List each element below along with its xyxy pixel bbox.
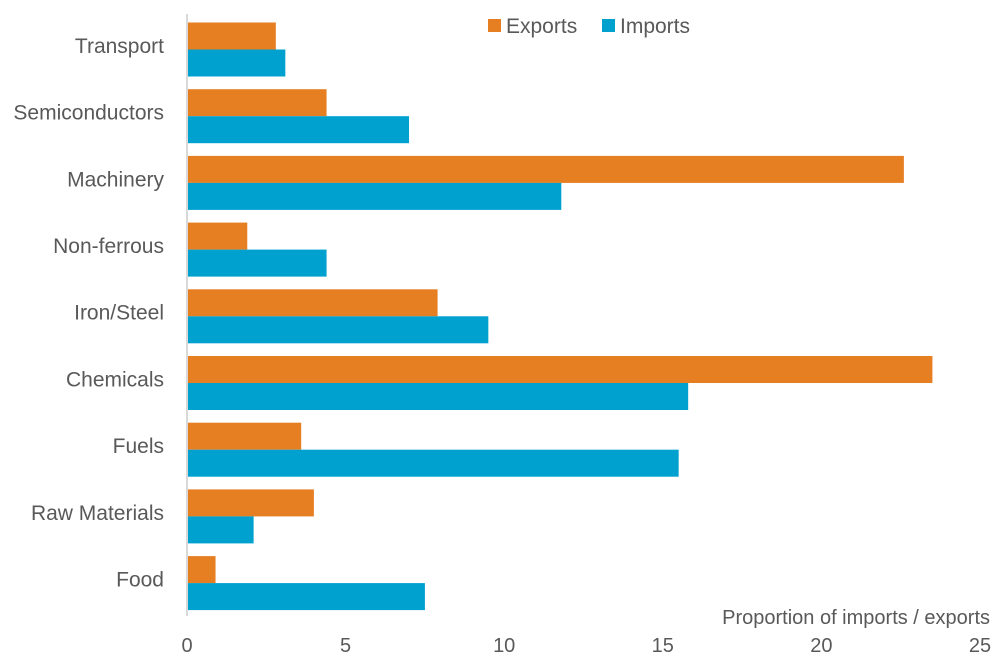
bar-exports-raw-materials <box>187 489 314 517</box>
category-label-non-ferrous: Non-ferrous <box>53 235 164 258</box>
bar-imports-machinery <box>187 182 562 210</box>
category-labels: Transport Semiconductors Machinery Non-ferr… <box>13 35 164 592</box>
category-label-iron-steel: Iron/Steel <box>74 302 164 325</box>
category-label-machinery: Machinery <box>67 168 164 191</box>
bar-exports-chemicals <box>187 356 933 383</box>
category-label-chemicals: Chemicals <box>66 368 164 391</box>
x-tick-label-5: 5 <box>340 635 351 657</box>
legend-swatch-exports <box>488 19 501 32</box>
category-label-food: Food <box>116 568 164 591</box>
x-tick-label-0: 0 <box>181 635 192 657</box>
bar-exports-food <box>187 556 216 584</box>
legend-swatch-imports <box>602 19 615 32</box>
bar-exports-iron-steel <box>187 289 438 317</box>
bar-imports-semiconductors <box>187 116 410 144</box>
legend: Exports Imports <box>488 15 690 38</box>
category-label-fuels: Fuels <box>113 435 164 458</box>
bar-imports-transport <box>187 49 286 77</box>
x-axis-label: Proportion of imports / exports <box>722 607 990 629</box>
bar-exports-semiconductors <box>187 89 327 117</box>
bar-exports-machinery <box>187 155 904 183</box>
x-tick-label-20: 20 <box>810 635 832 657</box>
x-tick-label-10: 10 <box>493 635 515 657</box>
bar-imports-food <box>187 583 425 611</box>
category-label-raw-materials: Raw Materials <box>31 502 164 525</box>
bar-imports-iron-steel <box>187 316 489 344</box>
bar-exports-non-ferrous <box>187 222 248 250</box>
x-tick-label-25: 25 <box>969 635 991 657</box>
bar-imports-fuels <box>187 449 679 477</box>
category-label-semiconductors: Semiconductors <box>13 102 164 125</box>
bar-imports-non-ferrous <box>187 249 327 277</box>
legend-label-imports: Imports <box>620 15 690 38</box>
bar-imports-chemicals <box>187 383 689 410</box>
bars-group <box>187 22 933 611</box>
x-tick-label-15: 15 <box>652 635 674 657</box>
bar-exports-transport <box>187 22 276 50</box>
bar-imports-raw-materials <box>187 516 254 544</box>
bar-exports-fuels <box>187 422 302 450</box>
category-label-transport: Transport <box>75 35 164 58</box>
legend-label-exports: Exports <box>506 15 577 38</box>
x-tick-labels: 0 5 10 15 20 25 <box>181 635 991 657</box>
